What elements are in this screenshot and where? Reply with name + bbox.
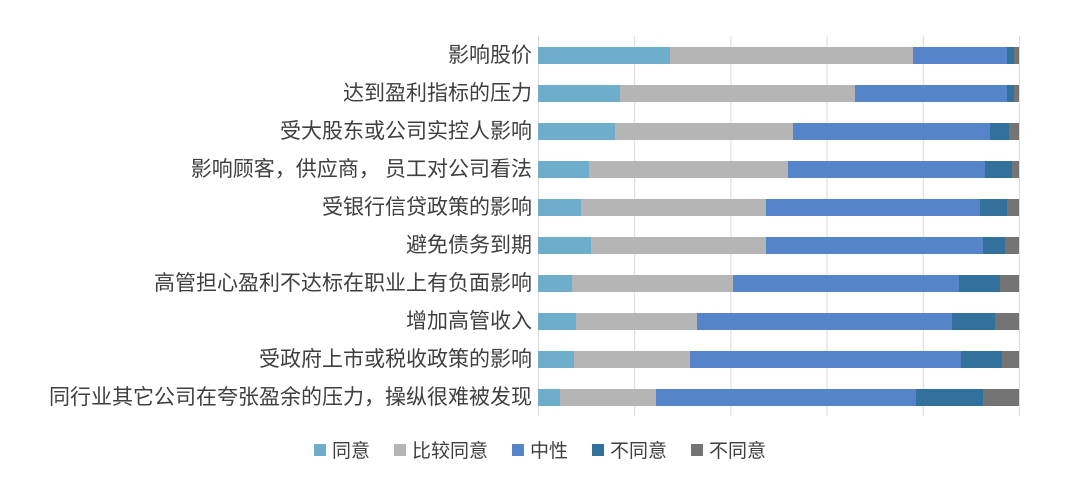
legend-label: 不同意	[709, 441, 767, 462]
legend-swatch-icon	[511, 443, 524, 456]
category-label: 增加高管收入	[406, 308, 532, 333]
category-label: 高管担心盈利不达标在职业上有负面影响	[154, 270, 532, 295]
bar-segment-中性-2	[788, 160, 986, 178]
legend-label: 不同意	[610, 441, 668, 462]
bar-segment-中性-2	[696, 312, 952, 330]
legend-label: 比较同意	[411, 441, 488, 462]
bar-segment-同意-0	[538, 198, 582, 216]
bar-track	[538, 198, 1019, 216]
bar-segment-中性-2	[766, 236, 983, 254]
bar-row: 受政府上市或税收政策的影响	[0, 340, 1020, 378]
bar-track	[538, 274, 1019, 292]
bar-segment-比较同意-1	[619, 84, 856, 102]
bar-track	[538, 84, 1019, 102]
bar-segment-不同意-3	[961, 350, 1003, 368]
bar-segment-不同意-3	[915, 388, 983, 406]
bar-segment-中性-2	[766, 198, 981, 216]
bar-track	[538, 388, 1019, 406]
bar-segment-不同意-3	[1006, 84, 1015, 102]
bar-segment-比较同意-1	[614, 122, 793, 140]
bar-segment-同意-0	[538, 236, 591, 254]
legend-label: 中性	[529, 441, 568, 462]
bar-row: 影响顾客，供应商， 员工对公司看法	[0, 150, 1020, 188]
bar-segment-中性-2	[655, 388, 916, 406]
category-label: 受银行信贷政策的影响	[322, 194, 532, 219]
bar-segment-中性-2	[689, 350, 962, 368]
bar-segment-同意-0	[538, 46, 671, 64]
legend-swatch-icon	[313, 443, 326, 456]
bar-segment-不同意-3	[985, 160, 1012, 178]
bar-row: 受银行信贷政策的影响	[0, 188, 1020, 226]
bar-segment-同意-0	[538, 312, 577, 330]
bar-segment-比较同意-1	[576, 312, 697, 330]
bar-row: 高管担心盈利不达标在职业上有负面影响	[0, 264, 1020, 302]
category-label: 影响股价	[448, 42, 532, 67]
category-label: 受政府上市或税收政策的影响	[259, 346, 532, 371]
bar-segment-不同意-3	[990, 122, 1010, 140]
bar-segment-同意-0	[538, 388, 560, 406]
bar-track	[538, 122, 1019, 140]
bar-segment-不同意-4	[982, 388, 1019, 406]
bar-segment-比较同意-1	[574, 350, 690, 368]
bar-row: 同行业其它公司在夸张盈余的压力，操纵很难被发现	[0, 378, 1020, 416]
bar-segment-不同意-4	[1002, 350, 1019, 368]
bar-segment-不同意-3	[982, 236, 1005, 254]
legend-item-2: 中性	[511, 436, 568, 463]
bar-segment-不同意-4	[1009, 122, 1019, 140]
bar-row: 影响股价	[0, 36, 1020, 74]
bar-segment-同意-0	[538, 84, 620, 102]
bar-segment-不同意-4	[1006, 198, 1019, 216]
bar-segment-不同意-4	[999, 274, 1019, 292]
category-label: 避免债务到期	[406, 232, 532, 257]
legend-swatch-icon	[592, 443, 604, 456]
bar-track	[538, 160, 1019, 178]
legend-item-3: 不同意	[592, 436, 667, 463]
legend-swatch-icon	[691, 443, 704, 456]
legend-swatch-icon	[393, 443, 406, 456]
bar-track	[538, 46, 1019, 64]
bar-segment-中性-2	[732, 274, 959, 292]
bar-segment-同意-0	[538, 350, 575, 368]
bar-segment-不同意-3	[980, 198, 1007, 216]
bar-row: 增加高管收入	[0, 302, 1020, 340]
legend-item-1: 比较同意	[393, 436, 488, 463]
legend-label: 同意	[331, 441, 370, 462]
bar-segment-不同意-4	[1011, 160, 1019, 178]
legend-item-0: 同意	[313, 436, 370, 463]
bar-row: 达到盈利指标的压力	[0, 74, 1020, 112]
bar-segment-比较同意-1	[559, 388, 656, 406]
bar-segment-不同意-4	[1014, 46, 1019, 64]
bar-track	[538, 350, 1019, 368]
bar-segment-比较同意-1	[590, 236, 767, 254]
bar-segment-不同意-3	[958, 274, 1000, 292]
bar-segment-不同意-3	[951, 312, 995, 330]
bar-segment-比较同意-1	[670, 46, 914, 64]
bar-segment-同意-0	[538, 160, 589, 178]
bar-segment-不同意-3	[1006, 46, 1015, 64]
plot-area: 影响股价达到盈利指标的压力受大股东或公司实控人影响影响顾客，供应商， 员工对公司…	[0, 36, 1020, 416]
bar-row: 避免债务到期	[0, 226, 1020, 264]
legend: 同意 比较同意 中性 不同意 不同意	[0, 436, 1080, 463]
bar-segment-同意-0	[538, 122, 615, 140]
bar-row: 受大股东或公司实控人影响	[0, 112, 1020, 150]
category-label: 受大股东或公司实控人影响	[280, 118, 532, 143]
bar-segment-同意-0	[538, 274, 572, 292]
legend-item-4: 不同意	[691, 436, 766, 463]
bar-segment-不同意-4	[994, 312, 1019, 330]
category-label: 同行业其它公司在夸张盈余的压力，操纵很难被发现	[49, 384, 532, 409]
bar-track	[538, 236, 1019, 254]
bar-segment-中性-2	[792, 122, 991, 140]
bar-segment-不同意-4	[1014, 84, 1019, 102]
bar-track	[538, 312, 1019, 330]
bar-segment-中性-2	[855, 84, 1007, 102]
bar-segment-不同意-4	[1004, 236, 1019, 254]
category-label: 达到盈利指标的压力	[343, 80, 532, 105]
bar-segment-比较同意-1	[571, 274, 733, 292]
bar-segment-比较同意-1	[581, 198, 767, 216]
category-label: 影响顾客，供应商， 员工对公司看法	[190, 156, 532, 181]
bar-segment-中性-2	[913, 46, 1007, 64]
bar-segment-比较同意-1	[588, 160, 789, 178]
